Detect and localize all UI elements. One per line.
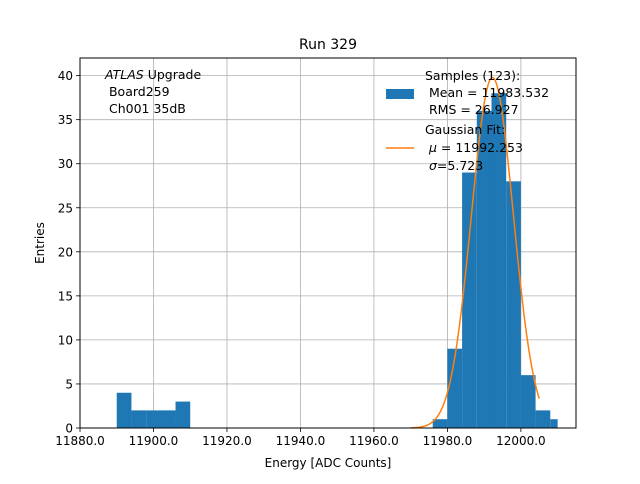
annotation-line-1: ATLAS Upgrade xyxy=(104,67,201,82)
histogram-bar xyxy=(535,410,551,428)
x-tick-label: 11940.0 xyxy=(276,434,326,448)
x-axis-label: Energy [ADC Counts] xyxy=(265,456,392,470)
y-tick-label: 30 xyxy=(58,157,73,171)
legend-hist-line-2: Mean = 11983.532 xyxy=(425,85,549,100)
legend-hist-line-1: Samples (123): xyxy=(425,68,520,83)
y-axis-ticks: 0 5 10 15 20 25 30 35 40 xyxy=(58,69,80,436)
x-tick-label: 11920.0 xyxy=(202,434,252,448)
y-tick-label: 35 xyxy=(58,113,73,127)
chart-title: Run 329 xyxy=(299,37,357,53)
histogram-bar xyxy=(131,410,147,428)
legend-hist-line-3: RMS = 26.927 xyxy=(425,102,519,117)
annotation-upgrade: Upgrade xyxy=(144,67,202,82)
legend-mu-value: = 11992.253 xyxy=(437,140,523,155)
annotation-line-2: Board259 xyxy=(105,84,170,99)
x-tick-label: 11900.0 xyxy=(129,434,179,448)
y-tick-label: 25 xyxy=(58,201,73,215)
histogram-bar xyxy=(432,419,448,428)
x-axis-ticks: 11880.0 11900.0 11920.0 11940.0 11960.0 11980… xyxy=(55,428,546,448)
annotation-line-3: Ch001 35dB xyxy=(105,101,186,116)
histogram-bar xyxy=(506,181,521,428)
legend-fit-line-1: Gaussian Fit: xyxy=(425,122,505,137)
x-tick-label: 11980.0 xyxy=(423,434,473,448)
annotation-atlas: ATLAS xyxy=(104,67,144,82)
legend-fit-line-3: σ=5.723 xyxy=(425,158,483,173)
x-tick-label: 11960.0 xyxy=(349,434,399,448)
y-tick-label: 15 xyxy=(58,289,73,303)
legend-hist-swatch xyxy=(386,89,414,99)
gaussian-fit-layer xyxy=(410,76,540,429)
histogram-bar xyxy=(462,172,477,428)
gaussian-fit-curve xyxy=(410,76,540,429)
annotation-block: ATLAS Upgrade Board259 Ch001 35dB xyxy=(104,67,201,116)
histogram-bar xyxy=(550,419,558,428)
y-tick-label: 40 xyxy=(58,69,73,83)
histogram-bar xyxy=(116,392,132,428)
histogram-bars xyxy=(116,93,558,428)
legend: Samples (123): Mean = 11983.532 RMS = 26… xyxy=(386,68,549,173)
histogram-bar xyxy=(491,93,507,428)
histogram-bar xyxy=(146,410,176,428)
y-axis-label: Entries xyxy=(33,222,47,264)
x-tick-label: 11880.0 xyxy=(55,434,105,448)
y-tick-label: 0 xyxy=(65,422,73,436)
legend-sigma-value: =5.723 xyxy=(437,158,483,173)
y-tick-label: 5 xyxy=(65,377,73,391)
y-tick-label: 10 xyxy=(58,333,73,347)
x-tick-label: 12000.0 xyxy=(496,434,546,448)
legend-fit-line-2: μ = 11992.253 xyxy=(425,140,523,155)
histogram-bar xyxy=(447,348,463,428)
legend-mu-symbol: μ xyxy=(428,140,437,155)
histogram-bar xyxy=(520,375,536,428)
histogram-bar xyxy=(476,110,492,428)
histogram-bar xyxy=(175,401,191,428)
y-tick-label: 20 xyxy=(58,245,73,259)
legend-sigma-symbol: σ xyxy=(429,158,438,173)
plot-frame xyxy=(79,57,577,429)
